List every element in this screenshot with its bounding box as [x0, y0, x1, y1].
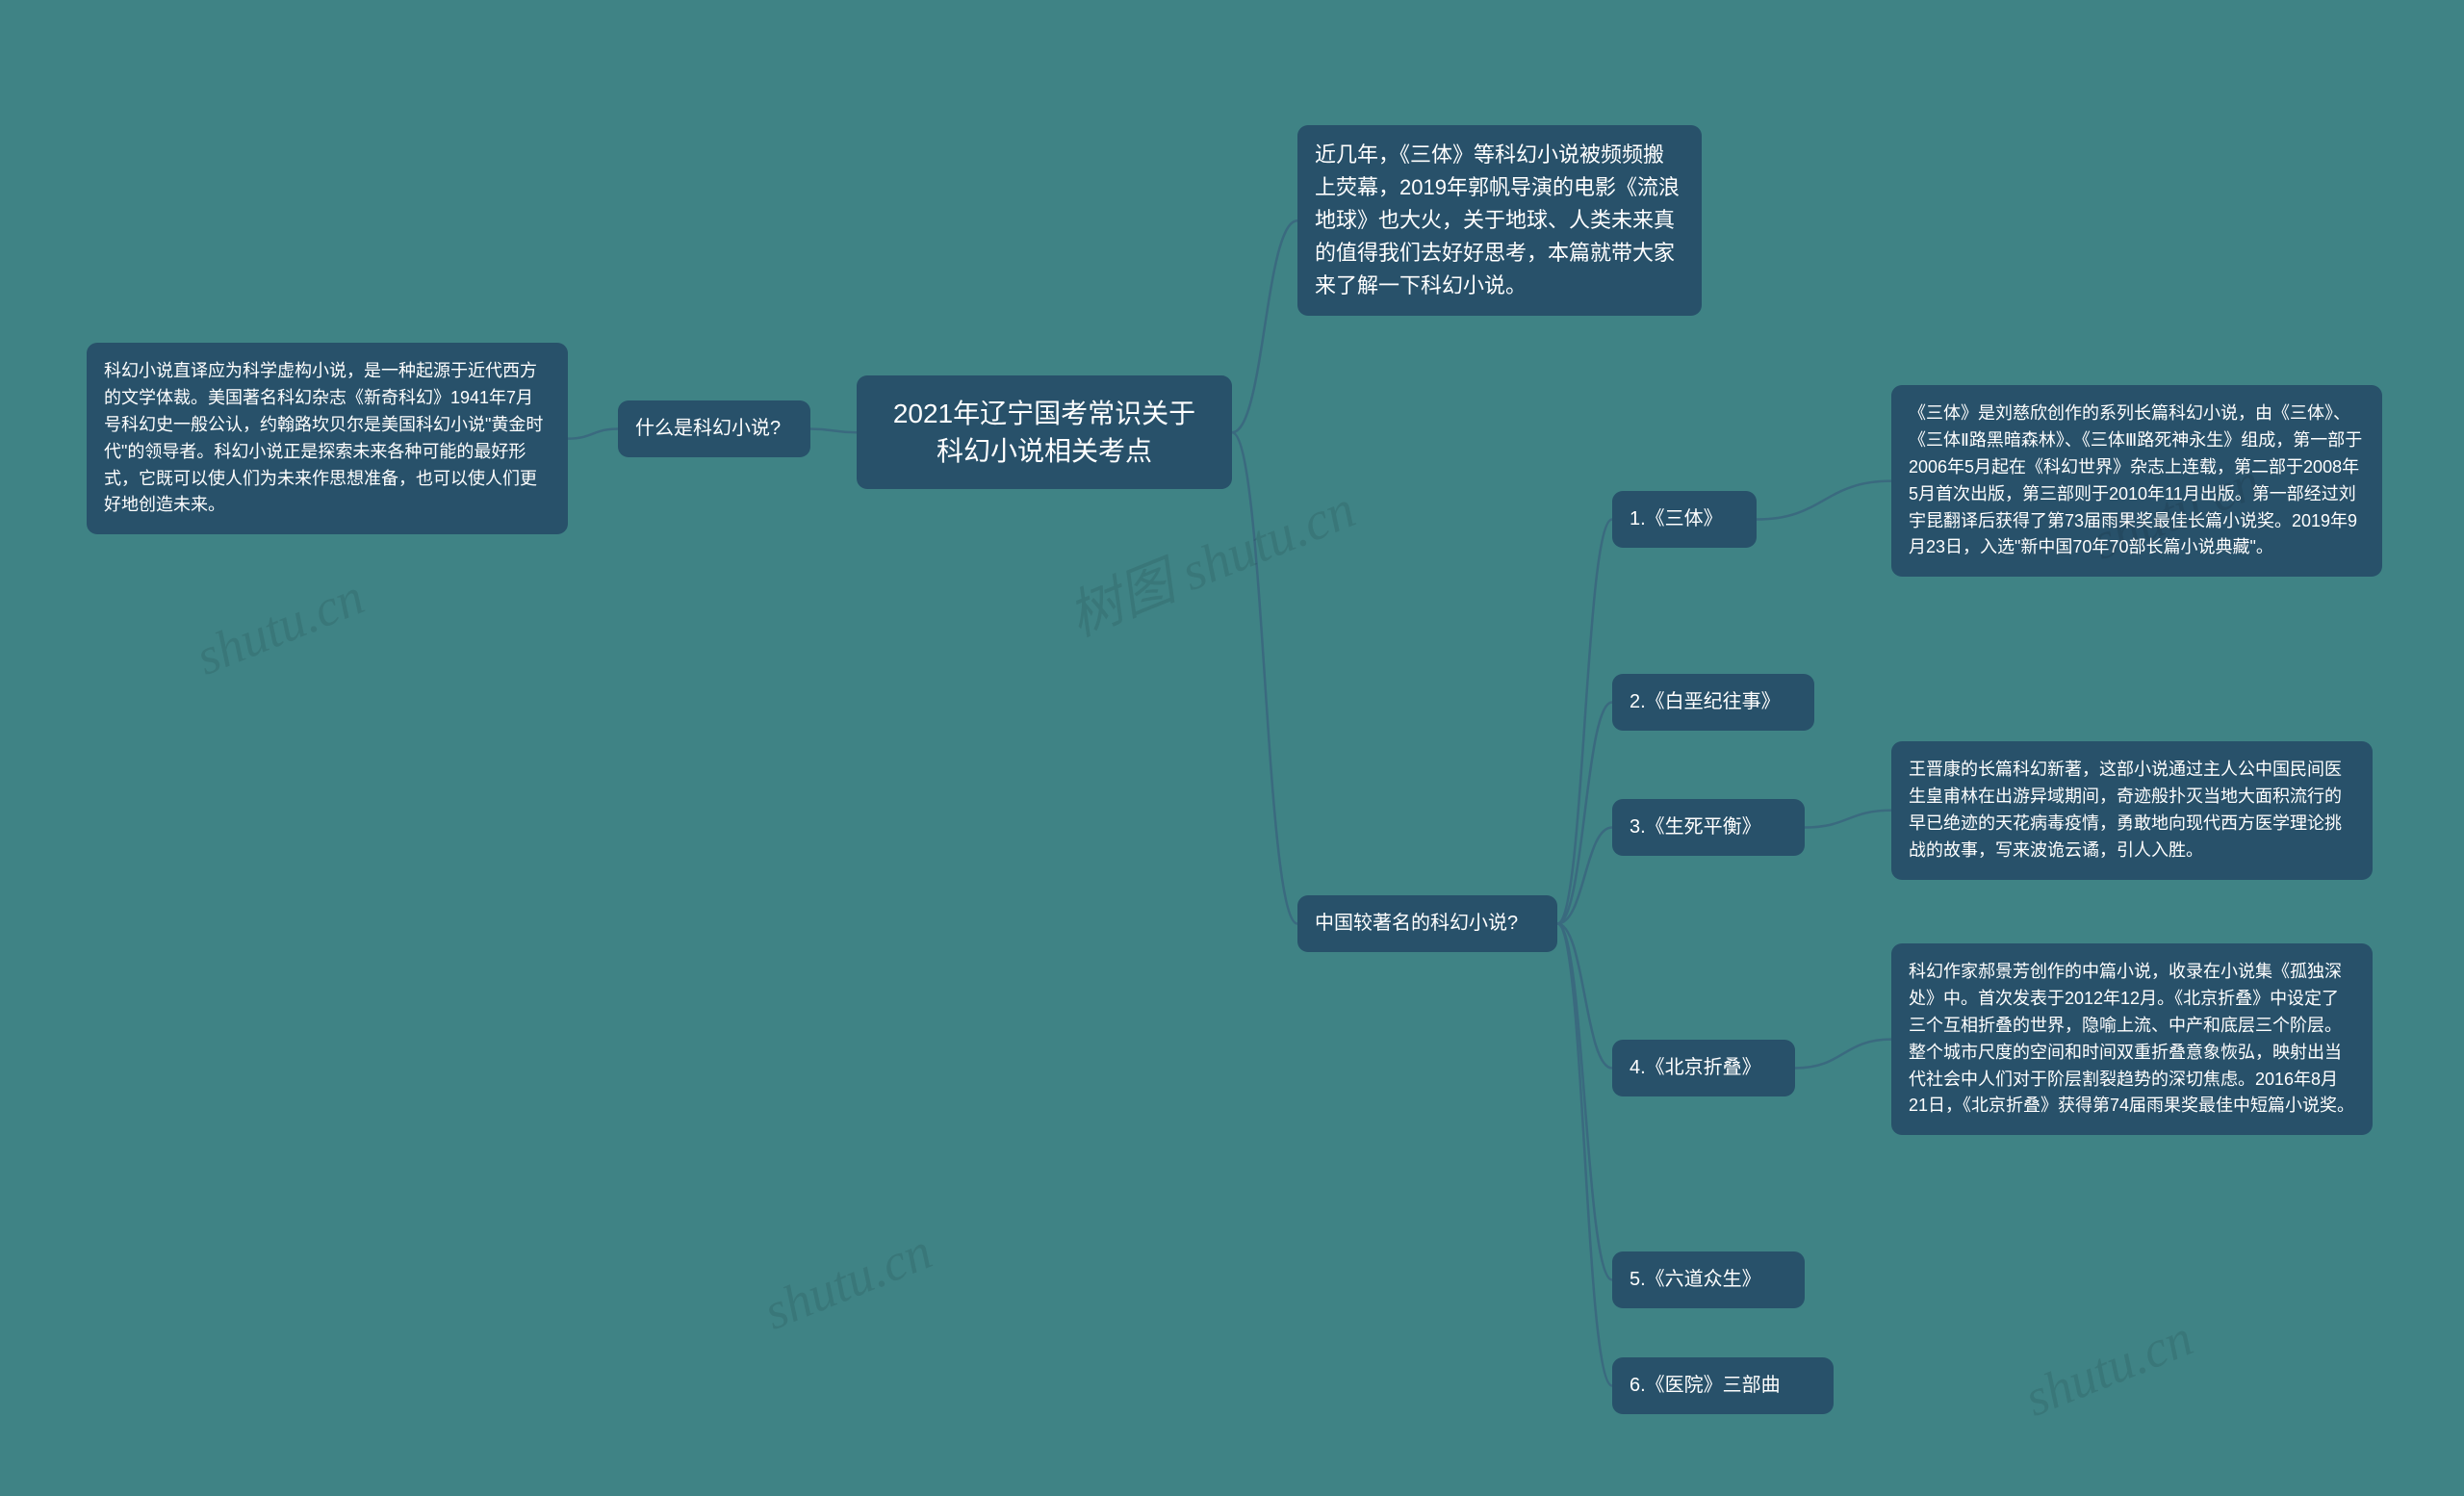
right-intro: 近几年，《三体》等科幻小说被频频搬上荧幕，2019年郭帆导演的电影《流浪地球》也…: [1297, 125, 1702, 316]
center-line2: 科幻小说相关考点: [937, 436, 1152, 466]
novel-label-2: 2.《白垩纪往事》: [1612, 674, 1814, 731]
novel-label-6: 6.《医院》三部曲: [1612, 1357, 1834, 1414]
center-node: 2021年辽宁国考常识关于 科幻小说相关考点: [857, 375, 1232, 489]
left-branch-detail: 科幻小说直译应为科学虚构小说，是一种起源于近代西方的文学体裁。美国著名科幻杂志《…: [87, 343, 568, 534]
novel-label-4: 4.《北京折叠》: [1612, 1040, 1795, 1096]
novel-detail-4: 科幻作家郝景芳创作的中篇小说，收录在小说集《孤独深处》中。首次发表于2012年1…: [1891, 943, 2373, 1135]
novel-label-3: 3.《生死平衡》: [1612, 799, 1805, 856]
center-line1: 2021年辽宁国考常识关于: [893, 399, 1195, 428]
watermark: shutu.cn: [756, 1221, 940, 1341]
watermark: shutu.cn: [2016, 1307, 2201, 1428]
novel-detail-3: 王晋康的长篇科幻新著，这部小说通过主人公中国民间医生皇甫林在出游异域期间，奇迹般…: [1891, 741, 2373, 880]
watermark: shutu.cn: [188, 566, 372, 686]
left-branch-label: 什么是科幻小说?: [618, 400, 810, 457]
watermark: 树图 shutu.cn: [1055, 466, 1365, 652]
novel-detail-1: 《三体》是刘慈欣创作的系列长篇科幻小说，由《三体》、《三体Ⅱ路黑暗森林》、《三体…: [1891, 385, 2382, 577]
novel-label-5: 5.《六道众生》: [1612, 1251, 1805, 1308]
china-novels-label: 中国较著名的科幻小说?: [1297, 895, 1557, 952]
novel-label-1: 1.《三体》: [1612, 491, 1757, 548]
